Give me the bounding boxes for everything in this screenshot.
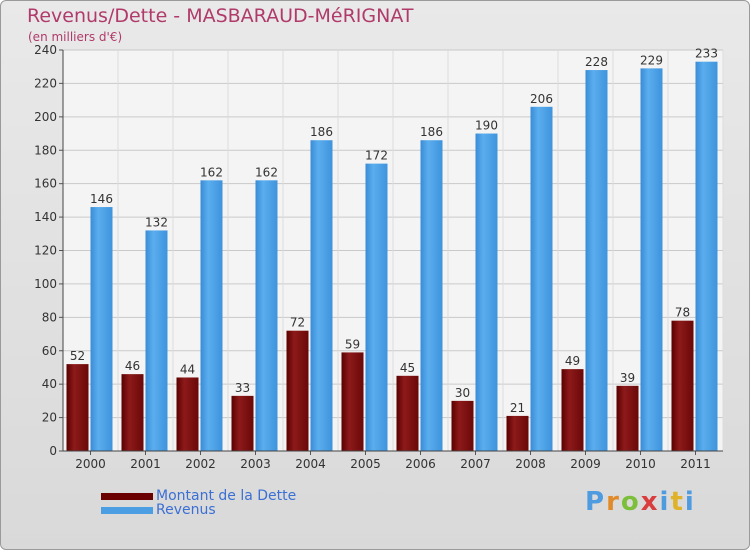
- x-tick-label: 2003: [240, 457, 271, 471]
- legend-label-debt: Montant de la Dette: [156, 488, 297, 504]
- bar-revenus: [200, 180, 223, 451]
- bar-dette: [121, 374, 144, 451]
- x-tick-label: 2010: [625, 457, 656, 471]
- y-tick-label: 40: [42, 377, 57, 391]
- data-label: 52: [70, 349, 85, 363]
- data-label: 33: [235, 381, 250, 395]
- bar-revenus: [640, 68, 663, 452]
- y-tick-label: 100: [34, 277, 57, 291]
- y-tick-label: 160: [34, 177, 57, 191]
- data-label: 186: [310, 125, 333, 139]
- bar-dette: [341, 352, 364, 451]
- bar-revenus: [695, 61, 718, 452]
- x-tick-label: 2002: [185, 457, 216, 471]
- x-tick-label: 2005: [350, 457, 381, 471]
- data-label: 162: [255, 165, 278, 179]
- bar-dette: [286, 330, 309, 451]
- data-label: 78: [675, 306, 690, 320]
- y-tick-label: 60: [42, 344, 57, 358]
- x-tick-label: 2000: [75, 457, 106, 471]
- bar-revenus: [585, 70, 608, 452]
- bar-revenus: [475, 133, 498, 451]
- y-tick-label: 140: [34, 210, 57, 224]
- data-label: 44: [180, 362, 195, 376]
- bar-revenus: [90, 207, 113, 451]
- bar-dette: [176, 377, 199, 451]
- data-label: 186: [420, 125, 443, 139]
- x-tick-label: 2008: [515, 457, 546, 471]
- bar-revenus: [365, 163, 388, 451]
- data-label: 21: [510, 401, 525, 415]
- legend-swatch-debt: [101, 492, 153, 500]
- data-label: 30: [455, 386, 470, 400]
- proxiti-logo: Proxiti: [585, 487, 696, 517]
- bar-revenus: [530, 106, 553, 451]
- legend-item-revenus: Revenus: [101, 502, 216, 518]
- data-label: 49: [565, 354, 580, 368]
- bar-revenus: [145, 230, 168, 451]
- data-label: 132: [145, 215, 168, 229]
- legend-swatch-revenus: [101, 506, 153, 514]
- bar-dette: [66, 364, 89, 451]
- data-label: 39: [620, 371, 635, 385]
- x-tick-label: 2004: [295, 457, 326, 471]
- x-tick-label: 2011: [680, 457, 711, 471]
- y-tick-label: 0: [49, 444, 57, 458]
- bar-dette: [561, 369, 584, 451]
- bar-revenus: [255, 180, 278, 451]
- x-tick-label: 2009: [570, 457, 601, 471]
- data-label: 229: [640, 53, 663, 67]
- y-tick-label: 80: [42, 310, 57, 324]
- legend-item-debt: Montant de la Dette: [101, 488, 296, 504]
- data-label: 228: [585, 55, 608, 69]
- data-label: 206: [530, 92, 553, 106]
- data-label: 172: [365, 149, 388, 163]
- legend-label-revenus: Revenus: [156, 502, 216, 518]
- y-tick-label: 220: [34, 76, 57, 90]
- data-label: 59: [345, 337, 360, 351]
- bar-dette: [396, 375, 419, 451]
- data-label: 72: [290, 316, 305, 330]
- chart-title: Revenus/Dette - MASBARAUD-MéRIGNAT: [27, 5, 414, 27]
- bar-dette: [231, 395, 254, 451]
- y-tick-label: 120: [34, 244, 57, 258]
- bar-revenus: [420, 140, 443, 451]
- data-label: 190: [475, 119, 498, 133]
- data-label: 233: [695, 47, 718, 61]
- y-tick-label: 240: [34, 43, 57, 57]
- bar-dette: [616, 385, 639, 451]
- bar-dette: [451, 400, 474, 451]
- data-label: 146: [90, 192, 113, 206]
- y-tick-label: 180: [34, 143, 57, 157]
- x-tick-label: 2007: [460, 457, 491, 471]
- y-tick-label: 20: [42, 411, 57, 425]
- y-tick-label: 200: [34, 110, 57, 124]
- data-label: 162: [200, 165, 223, 179]
- bar-revenus: [310, 140, 333, 451]
- data-label: 46: [125, 359, 140, 373]
- bar-dette: [506, 415, 529, 451]
- x-tick-label: 2006: [405, 457, 436, 471]
- x-tick-label: 2001: [130, 457, 161, 471]
- data-label: 45: [400, 361, 415, 375]
- bar-dette: [671, 320, 694, 451]
- chart-subtitle: (en milliers d'€): [28, 30, 123, 44]
